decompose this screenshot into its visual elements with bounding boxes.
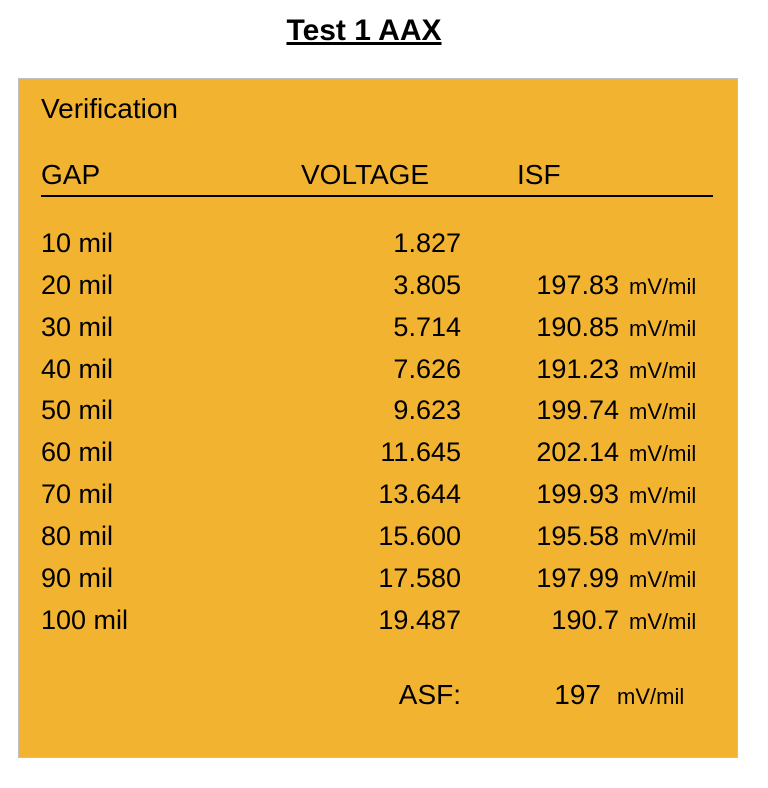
cell-gap: 70 mil bbox=[41, 474, 271, 516]
table-row: 50 mil9.623199.74mV/mil bbox=[41, 390, 713, 432]
summary-label: ASF: bbox=[41, 679, 461, 711]
cell-unit: mV/mil bbox=[619, 563, 713, 597]
cell-voltage: 9.623 bbox=[271, 390, 461, 432]
table-header-row: GAP VOLTAGE ISF bbox=[41, 159, 713, 197]
summary-value: 197 bbox=[461, 679, 601, 711]
table-row: 70 mil13.644199.93mV/mil bbox=[41, 474, 713, 516]
table-row: 80 mil15.600195.58mV/mil bbox=[41, 516, 713, 558]
cell-voltage: 3.805 bbox=[271, 265, 461, 307]
cell-unit: mV/mil bbox=[619, 605, 713, 639]
cell-gap: 50 mil bbox=[41, 390, 271, 432]
table-row: 10 mil1.827 bbox=[41, 223, 713, 265]
cell-voltage: 15.600 bbox=[271, 516, 461, 558]
cell-voltage: 17.580 bbox=[271, 558, 461, 600]
cell-unit: mV/mil bbox=[619, 312, 713, 346]
cell-isf: 197.83 bbox=[461, 265, 619, 307]
cell-isf: 191.23 bbox=[461, 349, 619, 391]
table-row: 40 mil7.626191.23mV/mil bbox=[41, 349, 713, 391]
summary-row: ASF: 197 mV/mil bbox=[41, 679, 713, 711]
cell-isf: 199.74 bbox=[461, 390, 619, 432]
cell-gap: 100 mil bbox=[41, 600, 271, 642]
page-title: Test 1 AAX bbox=[0, 0, 768, 66]
table-row: 60 mil11.645202.14mV/mil bbox=[41, 432, 713, 474]
cell-unit: mV/mil bbox=[619, 270, 713, 304]
cell-isf: 190.7 bbox=[461, 600, 619, 642]
column-header-isf: ISF bbox=[511, 159, 713, 191]
cell-gap: 60 mil bbox=[41, 432, 271, 474]
summary-unit: mV/mil bbox=[601, 684, 713, 710]
table-body: 10 mil1.82720 mil3.805197.83mV/mil30 mil… bbox=[41, 223, 713, 641]
cell-voltage: 13.644 bbox=[271, 474, 461, 516]
cell-unit: mV/mil bbox=[619, 395, 713, 429]
cell-gap: 20 mil bbox=[41, 265, 271, 307]
column-header-gap: GAP bbox=[41, 159, 301, 191]
cell-gap: 90 mil bbox=[41, 558, 271, 600]
table-row: 90 mil17.580197.99mV/mil bbox=[41, 558, 713, 600]
cell-isf: 202.14 bbox=[461, 432, 619, 474]
table-row: 100 mil19.487190.7mV/mil bbox=[41, 600, 713, 642]
cell-unit: mV/mil bbox=[619, 437, 713, 471]
cell-isf: 195.58 bbox=[461, 516, 619, 558]
cell-gap: 10 mil bbox=[41, 223, 271, 265]
page-root: Test 1 AAX Verification GAP VOLTAGE ISF … bbox=[0, 0, 768, 788]
verification-panel: Verification GAP VOLTAGE ISF 10 mil1.827… bbox=[18, 78, 738, 758]
cell-isf: 199.93 bbox=[461, 474, 619, 516]
cell-voltage: 7.626 bbox=[271, 349, 461, 391]
cell-voltage: 19.487 bbox=[271, 600, 461, 642]
cell-gap: 80 mil bbox=[41, 516, 271, 558]
cell-voltage: 1.827 bbox=[271, 223, 461, 265]
column-header-voltage: VOLTAGE bbox=[301, 159, 511, 191]
cell-voltage: 5.714 bbox=[271, 307, 461, 349]
table-row: 20 mil3.805197.83mV/mil bbox=[41, 265, 713, 307]
table-row: 30 mil5.714190.85mV/mil bbox=[41, 307, 713, 349]
cell-isf: 197.99 bbox=[461, 558, 619, 600]
cell-unit: mV/mil bbox=[619, 521, 713, 555]
cell-unit: mV/mil bbox=[619, 354, 713, 388]
cell-voltage: 11.645 bbox=[271, 432, 461, 474]
cell-unit: mV/mil bbox=[619, 479, 713, 513]
cell-gap: 30 mil bbox=[41, 307, 271, 349]
cell-isf: 190.85 bbox=[461, 307, 619, 349]
cell-gap: 40 mil bbox=[41, 349, 271, 391]
section-label: Verification bbox=[41, 93, 713, 125]
